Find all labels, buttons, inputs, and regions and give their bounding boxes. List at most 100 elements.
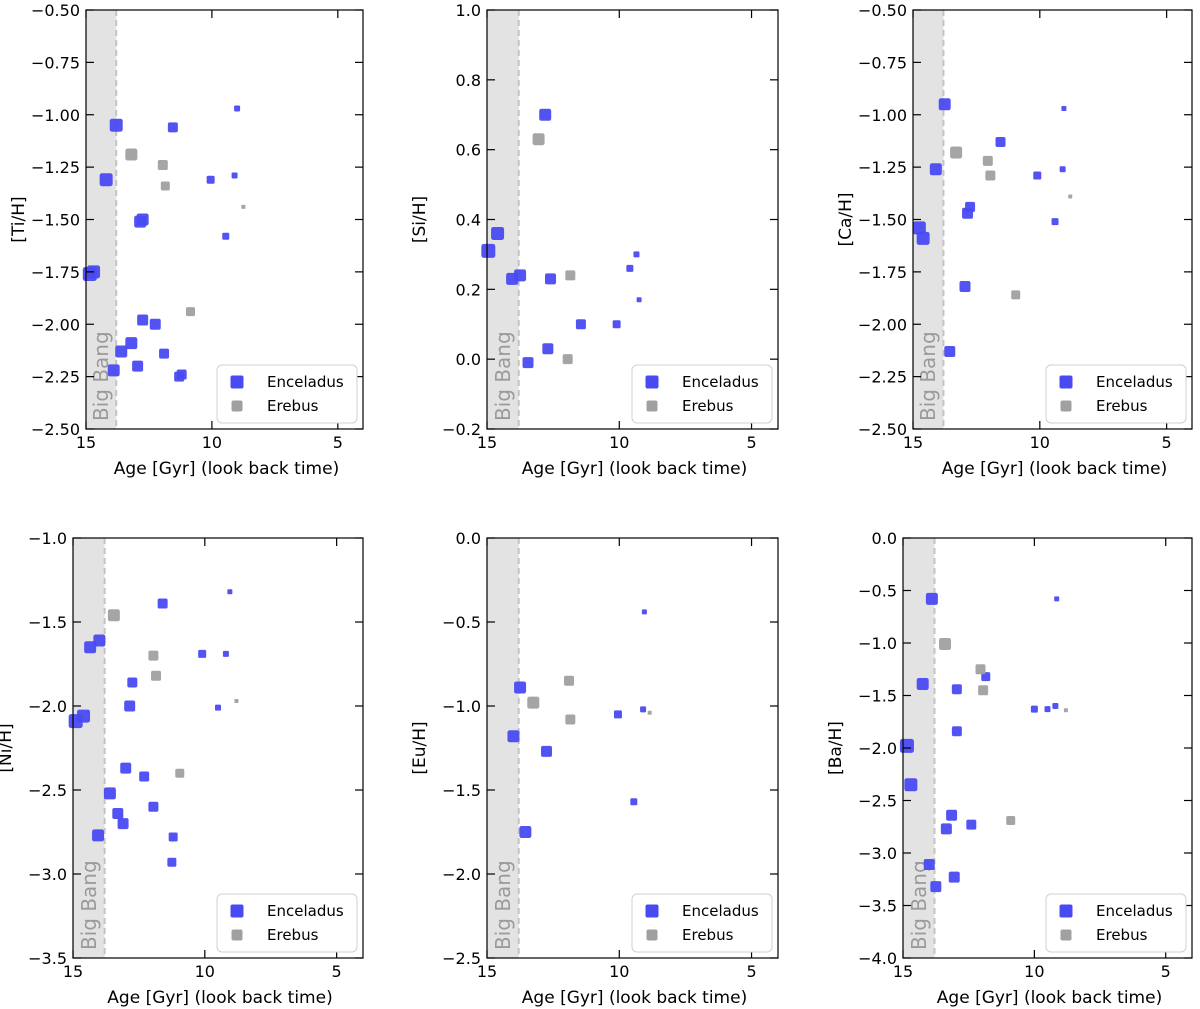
data-point-enceladus bbox=[916, 677, 929, 690]
y-tick-label: −1.25 bbox=[858, 158, 907, 177]
x-tick-label: 5 bbox=[746, 433, 756, 452]
data-point-enceladus bbox=[630, 798, 638, 806]
data-point-enceladus bbox=[640, 706, 647, 713]
data-point-enceladus bbox=[107, 364, 120, 377]
data-point-erebus bbox=[125, 148, 138, 161]
data-point-erebus bbox=[151, 670, 162, 681]
y-tick-label: −2.0 bbox=[442, 865, 481, 884]
data-point-erebus bbox=[939, 638, 952, 651]
data-point-erebus bbox=[527, 696, 540, 709]
legend-marker-erebus bbox=[646, 929, 658, 941]
y-axis-label: [Ti/H] bbox=[9, 196, 29, 242]
data-point-enceladus bbox=[84, 641, 97, 654]
series-enceladus bbox=[507, 609, 647, 838]
data-point-enceladus bbox=[132, 360, 144, 372]
y-tick-label: −2.25 bbox=[858, 368, 907, 387]
y-axis-label: [Eu/H] bbox=[410, 721, 430, 774]
y-tick-label: −3.0 bbox=[28, 865, 67, 884]
data-point-enceladus bbox=[1054, 596, 1060, 602]
data-point-erebus bbox=[532, 133, 545, 146]
y-tick-label: 0.8 bbox=[456, 71, 481, 90]
data-point-enceladus bbox=[234, 105, 241, 112]
data-point-enceladus bbox=[507, 730, 520, 743]
data-point-erebus bbox=[1006, 815, 1016, 825]
data-point-erebus bbox=[186, 307, 196, 317]
data-point-enceladus bbox=[916, 231, 930, 245]
data-point-enceladus bbox=[951, 684, 962, 695]
y-tick-label: −1.75 bbox=[858, 263, 907, 282]
data-point-enceladus bbox=[626, 264, 634, 272]
legend: Enceladus Erebus bbox=[216, 893, 358, 953]
data-point-enceladus bbox=[613, 710, 622, 719]
legend-marker-enceladus bbox=[230, 375, 244, 389]
data-point-erebus bbox=[148, 650, 159, 661]
data-point-enceladus bbox=[542, 343, 554, 355]
data-point-erebus bbox=[978, 685, 989, 696]
x-tick-label: 15 bbox=[893, 962, 913, 981]
y-tick-label: −0.50 bbox=[31, 1, 80, 20]
data-point-enceladus bbox=[117, 818, 129, 830]
y-tick-label: −1.50 bbox=[858, 211, 907, 230]
x-tick-label: 10 bbox=[1024, 962, 1044, 981]
y-axis-label: [Ca/H] bbox=[836, 192, 856, 246]
x-axis-label: Age [Gyr] (look back time) bbox=[114, 459, 339, 479]
y-tick-label: −2.00 bbox=[31, 315, 80, 334]
data-point-enceladus bbox=[148, 801, 159, 812]
data-point-enceladus bbox=[1061, 105, 1067, 111]
series-erebus bbox=[939, 638, 1068, 825]
data-point-enceladus bbox=[77, 709, 91, 723]
y-tick-label: 0.6 bbox=[456, 141, 481, 160]
data-point-enceladus bbox=[176, 369, 187, 380]
x-tick-label: 10 bbox=[609, 433, 629, 452]
y-tick-label: 1.0 bbox=[456, 1, 481, 20]
data-point-enceladus bbox=[544, 273, 556, 285]
y-axis-label: [Si/H] bbox=[410, 196, 430, 243]
data-point-enceladus bbox=[925, 592, 938, 605]
legend-box bbox=[216, 893, 358, 953]
legend-label: Erebus bbox=[267, 926, 319, 944]
x-tick-label: 10 bbox=[1030, 433, 1050, 452]
y-tick-label: −3.0 bbox=[858, 844, 897, 863]
y-tick-label: −1.25 bbox=[31, 158, 80, 177]
data-point-enceladus bbox=[930, 881, 942, 893]
data-point-enceladus bbox=[514, 681, 527, 694]
panel-si: Big Bang −0.2 0.0 0.2 0.4 0.6 0.8 1.0 15 10 5 Age [… bbox=[410, 1, 779, 479]
data-point-erebus bbox=[647, 710, 652, 715]
legend-marker-enceladus bbox=[645, 375, 659, 389]
data-point-enceladus bbox=[93, 634, 106, 647]
data-point-erebus bbox=[1011, 290, 1021, 300]
data-point-erebus bbox=[1068, 194, 1073, 199]
data-point-enceladus bbox=[522, 357, 534, 369]
y-tick-label: −1.5 bbox=[442, 781, 481, 800]
data-point-enceladus bbox=[167, 857, 177, 867]
data-point-erebus bbox=[175, 768, 185, 778]
data-point-enceladus bbox=[231, 172, 238, 179]
y-tick-label: −3.5 bbox=[28, 949, 67, 968]
y-tick-label: 0.0 bbox=[456, 350, 481, 369]
y-tick-label: −0.50 bbox=[858, 1, 907, 20]
data-point-enceladus bbox=[115, 345, 128, 358]
panel-ti: Big Bang−2.50−2.25−2.00−1.75−1.50−1.25−1… bbox=[9, 1, 364, 479]
legend-marker-erebus bbox=[231, 929, 243, 941]
y-tick-label: −1.0 bbox=[28, 529, 67, 548]
data-point-enceladus bbox=[481, 243, 496, 258]
data-point-erebus bbox=[234, 698, 239, 703]
y-tick-label: −2.5 bbox=[442, 949, 481, 968]
data-point-enceladus bbox=[92, 829, 105, 842]
y-tick-label: −2.50 bbox=[31, 420, 80, 439]
data-point-enceladus bbox=[940, 823, 952, 835]
data-point-enceladus bbox=[641, 609, 647, 615]
series-erebus bbox=[950, 146, 1073, 300]
x-tick-label: 15 bbox=[903, 433, 923, 452]
y-tick-label: −1.0 bbox=[442, 697, 481, 716]
panel-ni: Big Bang −3.5 −3.0 −2.5 −2.0 −1.5 −1.0 15 10 5Age… bbox=[0, 529, 364, 1008]
legend-box bbox=[1045, 364, 1187, 424]
data-point-enceladus bbox=[167, 122, 178, 133]
x-axis-label: Age [Gyr] (look back time) bbox=[522, 988, 747, 1008]
legend-label: Enceladus bbox=[267, 373, 344, 391]
data-point-enceladus bbox=[981, 672, 991, 682]
legend: Enceladus Erebus bbox=[216, 364, 358, 424]
legend-box bbox=[1045, 893, 1187, 953]
legend-label: Erebus bbox=[267, 397, 319, 415]
legend-marker-erebus bbox=[646, 400, 658, 412]
